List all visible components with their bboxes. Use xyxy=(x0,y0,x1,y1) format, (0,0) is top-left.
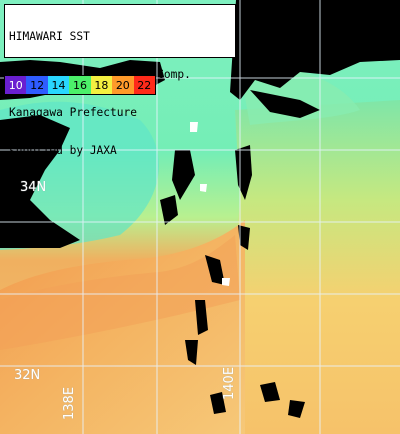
cloud-speck-2 xyxy=(200,184,207,192)
scale-swatch-10: 10 xyxy=(5,76,27,94)
kuroshio-core xyxy=(0,235,240,350)
land-izu-west xyxy=(0,115,80,248)
scale-swatch-22: 22 xyxy=(133,76,155,94)
scale-swatch-16: 16 xyxy=(69,76,91,94)
land-izu-tip xyxy=(160,195,178,225)
island-small-1 xyxy=(238,225,250,250)
island-south-2 xyxy=(288,400,305,418)
lon-label-138e: 138E xyxy=(62,386,77,420)
island-south-1 xyxy=(260,382,280,402)
lat-label-32n: 32N xyxy=(14,368,41,383)
lat-label-34n: 34N xyxy=(20,180,47,195)
land-honshu-east xyxy=(230,0,400,100)
cloud-speck-3 xyxy=(222,278,230,286)
island-oshima-area xyxy=(235,145,252,200)
lon-label-140e: 140E xyxy=(222,366,237,400)
scale-swatch-14: 14 xyxy=(47,76,70,94)
island-small-4 xyxy=(185,340,198,365)
scale-swatch-18: 18 xyxy=(90,76,113,94)
info-region: Kanagawa Prefecture xyxy=(9,105,137,119)
map-info-box: HIMAWARI SST 2026/03/21 14(UTC) 3H Comp.… xyxy=(4,4,236,156)
temperature-scale: 10 12 14 16 18 20 22 xyxy=(4,75,156,95)
cloud-speck-1 xyxy=(190,122,198,132)
island-small-2 xyxy=(205,255,225,285)
island-small-3 xyxy=(195,300,208,335)
scale-swatch-20: 20 xyxy=(112,76,134,94)
eastern-sea-area xyxy=(230,100,400,434)
info-source: supplied by JAXA xyxy=(9,143,117,157)
land-miura xyxy=(250,90,320,118)
info-title: HIMAWARI SST xyxy=(9,30,90,44)
island-south-3 xyxy=(210,392,226,414)
scale-swatch-12: 12 xyxy=(26,76,48,94)
land-izu-peninsula xyxy=(172,150,195,200)
